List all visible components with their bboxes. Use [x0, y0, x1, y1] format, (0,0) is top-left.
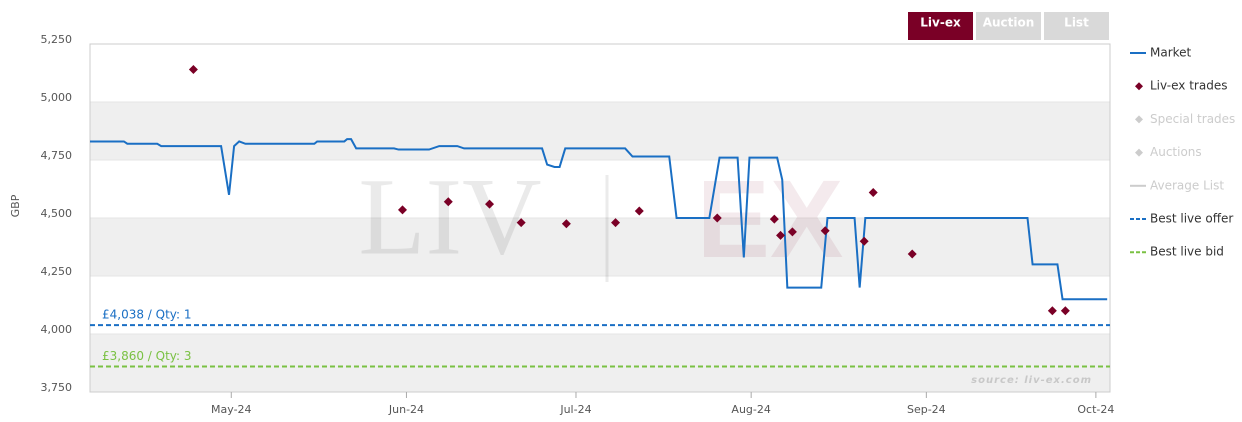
legend-label[interactable]: Best live bid — [1150, 245, 1224, 259]
trade-point — [907, 249, 917, 259]
legend-label[interactable]: Special trades — [1150, 112, 1235, 126]
x-tick-label: Jun-24 — [388, 403, 424, 416]
legend-marker[interactable] — [1135, 115, 1143, 124]
tab-button[interactable] — [1044, 12, 1109, 40]
legend-label[interactable]: Market — [1150, 46, 1192, 60]
trade-point — [712, 213, 722, 223]
x-tick-label: Jul-24 — [559, 403, 591, 416]
trade-point — [397, 205, 407, 215]
trade-point — [1047, 306, 1057, 316]
y-tick-label: 5,000 — [41, 91, 73, 104]
y-axis-title: GBP — [9, 194, 22, 217]
legend-label[interactable]: Best live offer — [1150, 212, 1233, 226]
legend-marker[interactable] — [1135, 148, 1143, 157]
trade-point — [516, 218, 526, 228]
y-tick-label: 4,500 — [41, 207, 73, 220]
trade-point — [188, 65, 198, 75]
plot-border — [89, 43, 1111, 393]
y-tick-label: 4,250 — [41, 265, 73, 278]
trade-point — [561, 219, 571, 229]
x-tick-label: May-24 — [211, 403, 252, 416]
tab-button[interactable] — [976, 12, 1041, 40]
trade-point — [611, 218, 621, 228]
trade-point — [769, 214, 779, 224]
grid-band — [90, 102, 1110, 160]
tabs: Liv-ex Auction List — [908, 12, 1109, 40]
tab-button[interactable] — [908, 12, 973, 40]
legend-label[interactable]: Auctions — [1150, 145, 1202, 159]
x-tick-label: Sep-24 — [907, 403, 946, 416]
x-tick-label: Aug-24 — [731, 403, 770, 416]
watermark: LIV — [358, 155, 541, 277]
x-tick-label: Oct-24 — [1077, 403, 1114, 416]
trade-point — [859, 236, 869, 246]
grid-band — [90, 334, 1110, 392]
source: source: liv-ex.com — [971, 375, 1092, 386]
y-tick-label: 3,750 — [41, 381, 73, 394]
watermark: EX — [697, 158, 844, 281]
legend-label[interactable]: Average List — [1150, 178, 1224, 192]
legend-label[interactable]: Liv-ex trades — [1150, 79, 1227, 93]
trade-point — [868, 187, 878, 197]
reference-label: £3,860 / Qty: 3 — [102, 349, 192, 363]
trade-point — [776, 230, 786, 240]
tab-label[interactable]: Liv-ex — [920, 16, 961, 30]
reference-label: £4,038 / Qty: 1 — [102, 308, 192, 322]
legend-marker[interactable] — [1135, 82, 1143, 91]
y-tick-label: 5,250 — [41, 33, 73, 46]
trade-point — [443, 197, 453, 207]
market-line — [90, 138, 1108, 301]
trade-point — [787, 227, 797, 237]
y-tick-label: 4,000 — [41, 323, 73, 336]
tab-label[interactable]: List — [1064, 16, 1089, 30]
trade-point — [1060, 306, 1070, 316]
tab-label[interactable]: Auction — [983, 16, 1035, 30]
grid-band — [90, 218, 1110, 276]
trade-point — [820, 226, 830, 236]
trade-point — [634, 206, 644, 216]
y-tick-label: 4,750 — [41, 149, 73, 162]
trade-point — [485, 199, 495, 209]
